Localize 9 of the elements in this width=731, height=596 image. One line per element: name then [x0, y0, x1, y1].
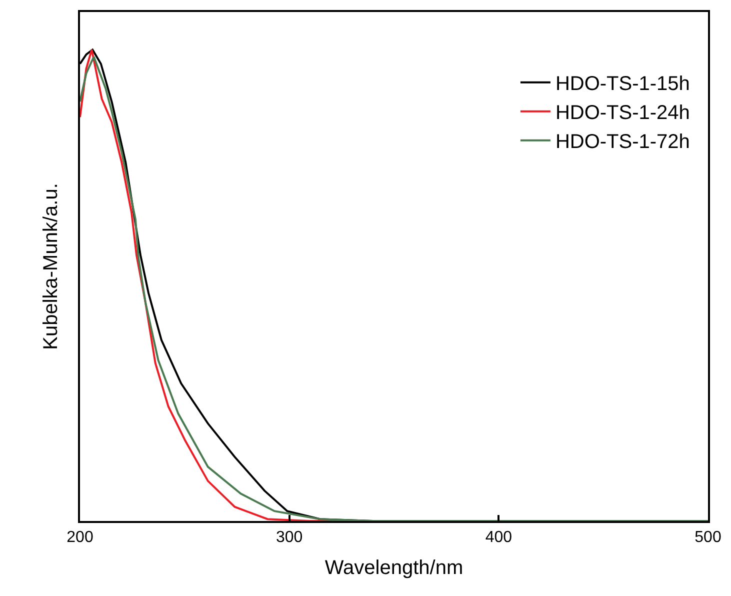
- x-tick-label: 200: [66, 529, 94, 546]
- x-tick-label: 500: [694, 529, 722, 546]
- y-axis-title: Kubelka-Munk/a.u.: [40, 183, 62, 350]
- x-axis-title: Wavelength/nm: [324, 557, 464, 580]
- x-tick-label: 300: [276, 529, 303, 546]
- legend-label: HDO-TS-1-15h: [555, 73, 690, 96]
- x-tick-label: 400: [485, 529, 512, 546]
- legend-label: HDO-TS-1-24h: [555, 102, 690, 124]
- legend-label: HDO-TS-1-72h: [555, 131, 690, 154]
